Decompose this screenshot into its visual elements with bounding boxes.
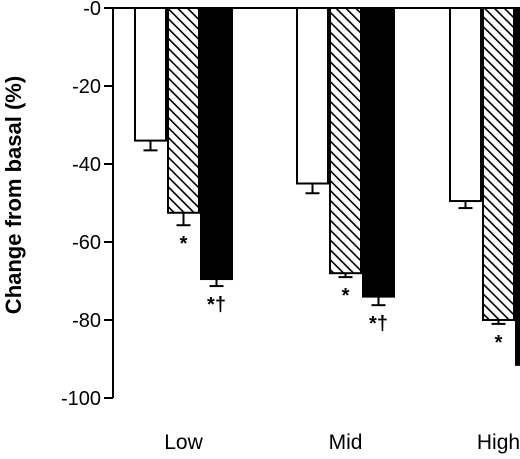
x-category-label: Mid: [329, 431, 363, 454]
significance-label: *†: [207, 294, 226, 316]
y-tick-label: -40: [72, 154, 101, 176]
significance-label: *†: [369, 313, 388, 335]
bar: [449, 7, 482, 203]
x-category-label: Low: [164, 431, 203, 454]
bar: [296, 7, 329, 185]
x-category-label: High: [477, 431, 520, 454]
bar: [134, 7, 167, 142]
y-axis-title: Change from basal (%): [1, 76, 26, 314]
x-axis-labels: Low Mid High: [164, 431, 520, 454]
bar: [167, 7, 200, 214]
bar: [362, 7, 395, 298]
y-tick-label: -20: [72, 76, 101, 98]
bar: [515, 7, 520, 366]
bar: [329, 7, 362, 275]
y-tick-label: -100: [61, 388, 101, 410]
significance-label: *: [495, 332, 503, 354]
significance-label: *: [342, 285, 350, 307]
y-tick-label: -0: [83, 0, 101, 20]
y-axis: -0 -20 -40 -60 -80 -100: [61, 0, 516, 410]
y-tick-label: -80: [72, 310, 101, 332]
bar: [200, 7, 233, 281]
y-tick-label: -60: [72, 232, 101, 254]
bar: [482, 7, 515, 321]
bars: ****†*†*†: [134, 7, 520, 366]
significance-label: *: [180, 233, 188, 255]
